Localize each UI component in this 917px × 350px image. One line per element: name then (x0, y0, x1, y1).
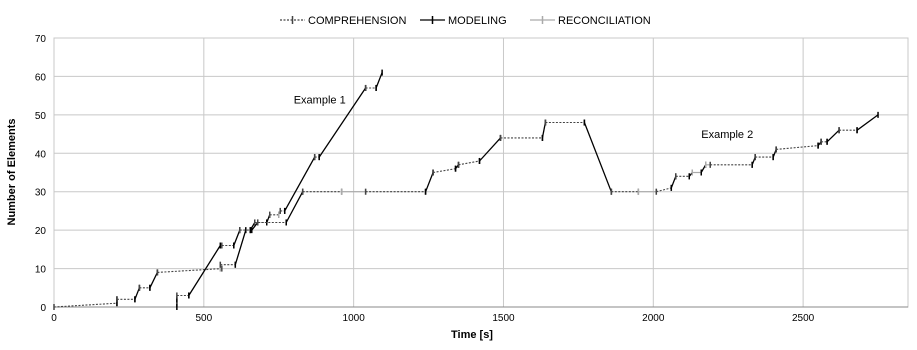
annotation-example-2: Example 2 (701, 129, 753, 141)
segment-modeling (375, 72, 383, 89)
segment-modeling (285, 191, 304, 223)
legend-label-reconciliation: RECONCILIATION (558, 15, 651, 27)
grid-layer (53, 37, 909, 308)
segment-comprehension (433, 168, 456, 174)
annotation-example-1: Example 1 (294, 94, 346, 106)
segment-modeling (318, 87, 367, 158)
y-tick-label: 10 (35, 265, 47, 276)
segment-modeling (479, 137, 501, 162)
segment-modeling (284, 156, 316, 212)
plot-frame (53, 37, 909, 308)
x-tick-label: 2000 (642, 313, 665, 324)
x-axis-label: Time [s] (451, 329, 493, 341)
segment-modeling (234, 229, 247, 265)
segment-modeling (188, 245, 221, 296)
x-tick-label: 2500 (792, 313, 815, 324)
y-tick-label: 30 (35, 188, 47, 199)
legend: COMPREHENSION MODELING RECONCILIATION (280, 15, 651, 27)
y-tick-label: 20 (35, 226, 47, 237)
series-example-2 (301, 111, 879, 195)
segment-modeling (826, 129, 840, 143)
segment-modeling (856, 114, 879, 131)
axis-layer: 0 10 20 30 40 50 60 70 0 500 1000 1500 2000 2500 (35, 34, 908, 324)
x-tick-label: 1000 (343, 313, 366, 324)
y-tick-label: 70 (35, 34, 47, 45)
segment-comprehension (157, 268, 222, 273)
segment-comprehension (656, 187, 672, 193)
segment-modeling (424, 172, 434, 192)
segment-comprehension (776, 145, 819, 150)
x-tick-label: 500 (195, 313, 212, 324)
x-tick-label: 0 (51, 313, 57, 324)
y-tick-label: 0 (40, 303, 46, 314)
y-axis-label: Number of Elements (6, 119, 18, 226)
segment-comprehension (53, 302, 117, 308)
series-layer (53, 69, 879, 310)
segment-modeling (149, 272, 158, 289)
legend-label-modeling: MODELING (448, 15, 507, 27)
segment-comprehension (458, 160, 480, 166)
x-tick-label: 1500 (492, 313, 515, 324)
y-tick-label: 40 (35, 149, 47, 160)
legend-label-comprehension: COMPREHENSION (308, 15, 406, 27)
y-tick-label: 50 (35, 111, 47, 122)
segment-modeling (251, 222, 259, 231)
segment-modeling (233, 229, 241, 246)
segment-modeling (583, 122, 612, 192)
y-tick-label: 60 (35, 72, 47, 83)
